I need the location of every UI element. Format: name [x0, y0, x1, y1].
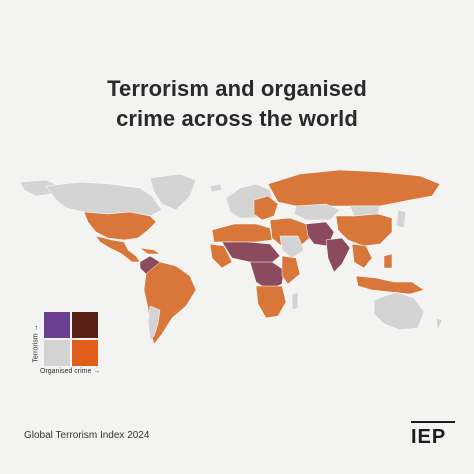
region-sahel	[221, 241, 281, 265]
legend-cell-low-terror-high-crime	[72, 340, 98, 366]
legend-cell-high-terror-low-crime	[44, 312, 70, 338]
region-north-africa	[211, 223, 273, 243]
legend-y-axis-label: Terrorism →	[28, 310, 42, 366]
region-caribbean	[139, 247, 161, 255]
logo-text: IEP	[411, 426, 447, 448]
region-australia	[373, 291, 425, 331]
region-new-zealand	[435, 317, 443, 331]
region-greenland	[149, 173, 197, 211]
legend-x-axis-label: Organised crime →	[40, 368, 101, 375]
legend-cell-high-terror-high-crime	[72, 312, 98, 338]
region-japan	[395, 209, 407, 229]
region-southern-africa	[255, 285, 287, 319]
region-southern-cone	[147, 305, 161, 341]
source-label: Global Terrorism Index 2024	[24, 430, 150, 441]
region-philippines	[383, 253, 393, 269]
title-line-2: crime across the world	[116, 106, 358, 131]
legend: Terrorism → Organised crime →	[28, 308, 108, 378]
world-map	[19, 169, 443, 345]
map-title: Terrorism and organised crime across the…	[0, 74, 474, 134]
region-canada	[45, 181, 163, 217]
region-mexico	[95, 235, 141, 263]
region-south-east-asia	[351, 243, 373, 269]
region-iceland	[209, 183, 223, 193]
region-usa	[83, 211, 157, 241]
legend-cell-low-terror-low-crime	[44, 340, 70, 366]
region-indonesia	[355, 275, 425, 295]
title-line-1: Terrorism and organised	[107, 76, 367, 101]
legend-y-text: Terrorism →	[32, 324, 40, 363]
region-china	[335, 213, 393, 247]
region-central-asia	[293, 203, 341, 221]
region-central-africa	[249, 261, 285, 291]
legend-grid	[44, 312, 98, 366]
region-arabia	[279, 235, 305, 259]
iep-logo: IEP	[411, 421, 455, 451]
region-russia	[267, 169, 441, 207]
region-west-africa	[209, 243, 233, 269]
region-east-africa	[281, 255, 301, 285]
region-india	[325, 237, 351, 273]
region-eastern-europe	[253, 195, 279, 221]
region-madagascar	[291, 291, 299, 311]
